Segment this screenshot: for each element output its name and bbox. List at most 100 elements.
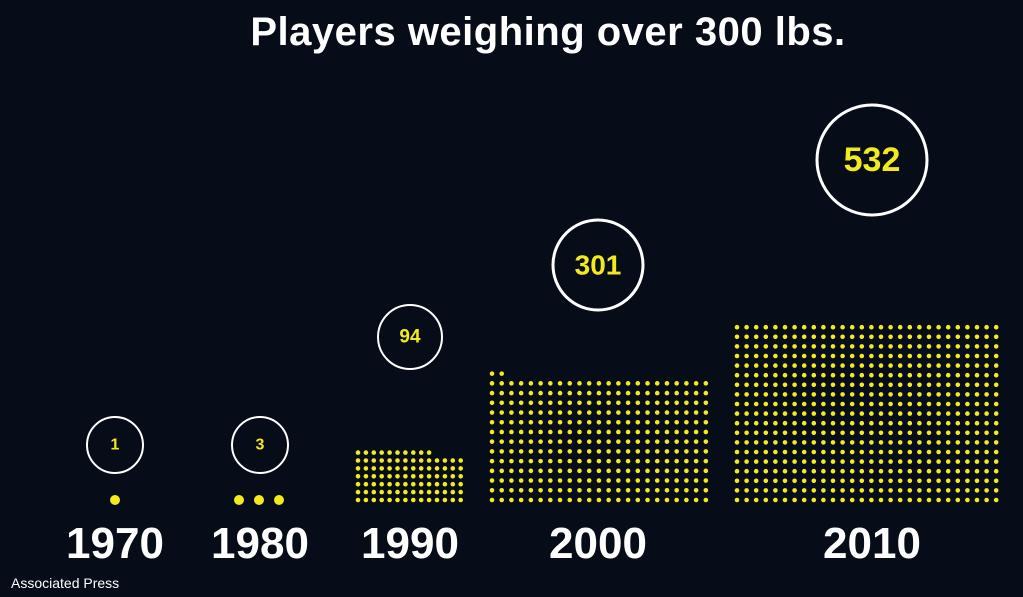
player-dot (548, 497, 553, 503)
player-dot (821, 353, 826, 359)
player-dot (984, 440, 989, 445)
player-dot (801, 324, 807, 330)
player-dot (859, 334, 865, 340)
player-dot (974, 440, 980, 445)
player-dot (442, 458, 448, 463)
player-dot (371, 481, 377, 487)
player-dot (974, 411, 980, 416)
player-dot (888, 449, 893, 455)
player-dot (965, 363, 970, 368)
player-dot (442, 481, 448, 487)
player-dot (567, 419, 573, 425)
player-dot (753, 478, 759, 484)
player-dot (684, 381, 689, 386)
player-dot (596, 439, 602, 444)
player-dot (744, 334, 749, 340)
player-dot (744, 468, 749, 474)
data-label: 3 (256, 437, 265, 454)
player-dot (664, 497, 670, 503)
player-dot (926, 430, 932, 436)
player-dot (869, 324, 874, 330)
player-dot (371, 450, 377, 455)
player-dot (664, 439, 670, 444)
player-dot (625, 381, 631, 386)
player-dot (625, 400, 631, 406)
player-dot (654, 410, 660, 415)
player-dot (763, 420, 769, 426)
player-dot (753, 392, 759, 397)
player-dot (674, 468, 679, 474)
player-dot (849, 344, 855, 349)
player-dot (635, 458, 641, 464)
player-dot (792, 459, 797, 464)
player-dot (635, 497, 641, 503)
player-dot (557, 468, 563, 474)
player-dot (499, 439, 505, 444)
player-dot (528, 458, 534, 464)
player-dot (635, 400, 641, 406)
player-dot (654, 487, 660, 493)
player-dot (645, 487, 650, 493)
player-dot (557, 497, 563, 503)
player-dot (897, 363, 903, 368)
player-dot (974, 324, 980, 330)
player-dot (635, 449, 641, 454)
player-dot (734, 430, 740, 436)
player-dot (811, 324, 817, 330)
player-dot (830, 478, 836, 484)
player-dot (586, 478, 592, 483)
player-dot (821, 392, 826, 397)
player-dot (395, 458, 400, 463)
player-dot (936, 449, 941, 455)
player-dot (586, 410, 592, 415)
player-dot (801, 372, 807, 378)
player-dot (518, 429, 524, 435)
player-dot (403, 474, 408, 479)
player-dot (811, 440, 817, 445)
player-dot (801, 420, 807, 426)
player-dot (664, 410, 670, 415)
player-dot (936, 459, 941, 464)
player-dot (489, 400, 495, 406)
player-dot (674, 381, 679, 386)
player-dot (869, 401, 874, 407)
player-dot (596, 478, 602, 483)
player-dot (840, 449, 845, 455)
player-dot (869, 468, 874, 474)
player-dot (734, 497, 740, 503)
player-dot (945, 401, 951, 407)
player-dot (625, 449, 631, 454)
player-dot (693, 429, 699, 435)
player-dot (586, 419, 592, 425)
player-dot (792, 497, 797, 503)
player-dot (907, 420, 913, 426)
player-dot (577, 419, 582, 425)
player-dot (693, 419, 699, 425)
player-dot (984, 353, 989, 359)
player-dot (355, 466, 361, 471)
player-dot (897, 478, 903, 484)
data-label: 301 (575, 250, 622, 281)
player-dot (773, 353, 778, 359)
player-dot (811, 459, 817, 464)
player-dot (955, 430, 961, 436)
player-dot (387, 474, 392, 479)
player-dot (830, 401, 836, 407)
player-dot (426, 474, 432, 479)
player-dot (993, 459, 999, 464)
player-dot (434, 458, 440, 463)
player-dot (753, 324, 759, 330)
player-dot (821, 344, 826, 349)
player-dot (897, 392, 903, 397)
player-dot (509, 478, 514, 483)
player-dot (773, 430, 778, 436)
player-dot (577, 487, 582, 493)
player-dot (849, 440, 855, 445)
player-dot (907, 440, 913, 445)
player-dot (606, 410, 611, 415)
player-dot (654, 458, 660, 464)
player-dot (907, 449, 913, 455)
player-dot (387, 497, 392, 503)
player-dot (907, 392, 913, 397)
